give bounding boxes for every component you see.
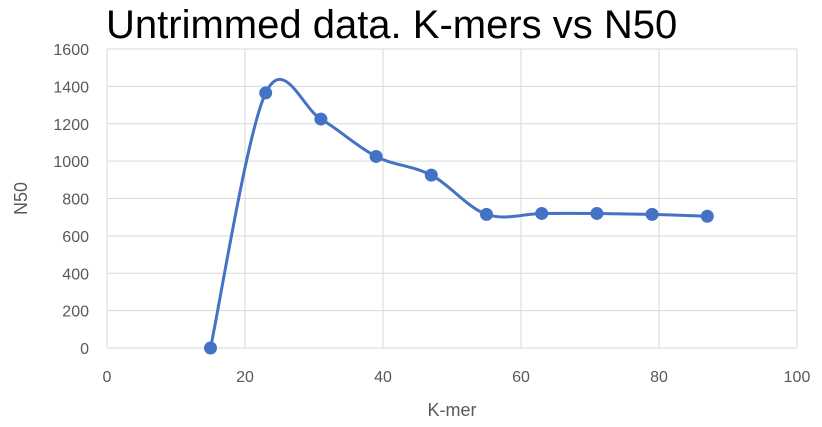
data-point [424,168,438,182]
y-tick-label: 200 [62,304,89,321]
y-tick-label: 1400 [53,79,89,96]
x-tick-label: 100 [784,369,811,386]
grid-lines [106,48,798,349]
data-point [590,206,604,220]
x-tick-label: 40 [374,369,392,386]
y-tick-label: 1200 [53,117,89,134]
y-tick-labels: 0 200 400 600 800 1000 1200 1400 1600 [53,42,89,358]
data-point [204,341,217,355]
y-tick-label: 800 [62,192,89,209]
y-tick-label: 400 [62,266,89,283]
y-axis-title: N50 [11,182,31,215]
data-point [700,209,714,223]
x-tick-label: 0 [103,369,112,386]
data-point [645,207,659,221]
y-tick-label: 1000 [53,154,89,171]
data-points [204,86,714,355]
chart-title: Untrimmed data. K-mers vs N50 [106,3,678,47]
data-point [314,112,328,126]
y-tick-label: 0 [80,341,89,358]
x-axis-title: K-mer [428,400,477,420]
data-point [535,206,549,220]
data-point [369,149,383,163]
x-tick-label: 60 [512,369,530,386]
y-tick-label: 1600 [53,42,89,59]
x-tick-label: 20 [236,369,254,386]
y-tick-label: 600 [62,229,89,246]
data-point [259,86,273,100]
data-point [480,207,493,221]
series-line [209,77,708,349]
x-tick-label: 80 [650,369,668,386]
x-tick-labels: 0 20 40 60 80 100 [103,369,811,386]
